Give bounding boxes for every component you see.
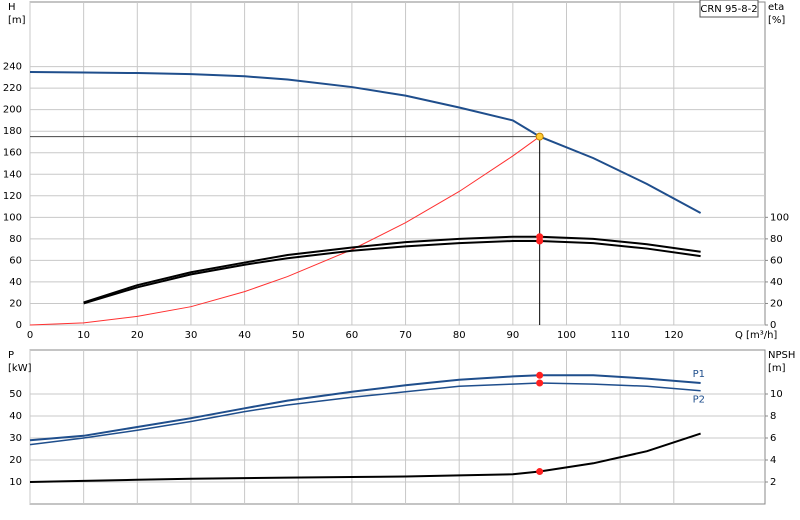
x-tick-label: 100 [557,330,576,341]
series-line [83,240,701,305]
y2-tick-label: 20 [770,298,783,309]
y2-tick-label: 0 [770,320,776,331]
x-tick-label: 0 [27,330,33,341]
y-tick-label: 160 [3,148,22,159]
legend-title: CRN 95-8-2 [700,4,757,15]
y-axis-label: [kW] [8,363,32,374]
y2-tick-label: 60 [770,255,783,266]
y2-tick-label: 80 [770,234,783,245]
y2-axis-label: eta [768,2,784,13]
x-tick-label: 110 [611,330,630,341]
y-tick-label: 240 [3,62,22,73]
y-tick-label: 50 [9,389,22,400]
series-label: P1 [693,369,705,380]
y-tick-label: 80 [9,234,22,245]
y-tick-label: 60 [9,255,22,266]
series-line [29,432,701,483]
x-tick-label: 20 [131,330,144,341]
y2-axis-label: [m] [768,363,786,374]
y-tick-label: 200 [3,105,22,116]
y-tick-label: 40 [9,277,22,288]
x-tick-label: 10 [77,330,90,341]
duty-point [536,371,544,379]
y2-tick-label: 100 [770,212,789,223]
y-tick-label: 220 [3,83,22,94]
y-tick-label: 10 [9,477,22,488]
y2-tick-label: 10 [770,389,783,400]
y2-tick-label: 8 [770,411,776,422]
y-tick-label: 30 [9,433,22,444]
plot-area [29,1,766,326]
duty-point [536,237,544,245]
series-line [29,374,701,442]
y-tick-label: 20 [9,298,22,309]
duty-point [536,468,544,476]
x-tick-label: 50 [292,330,305,341]
legend-box [699,0,759,18]
x-tick-label: 30 [185,330,198,341]
y-tick-label: 120 [3,191,22,202]
x-tick-label: 90 [506,330,519,341]
series-line [29,382,701,446]
y2-axis-label: NPSH [768,350,795,361]
y2-tick-label: 6 [770,433,776,444]
x-tick-label: 70 [399,330,412,341]
series-line [83,235,701,304]
duty-point [536,379,544,387]
y-tick-label: 0 [16,320,22,331]
y-tick-label: 20 [9,455,22,466]
y-tick-label: 180 [3,126,22,137]
y2-tick-label: 4 [770,455,776,466]
x-tick-label: 40 [238,330,251,341]
series-line [29,70,702,214]
y-axis-label: [m] [8,15,26,26]
y2-axis-label: [%] [768,15,785,26]
duty-point [535,132,544,141]
x-tick-label: 80 [453,330,466,341]
y-tick-label: 40 [9,411,22,422]
x-tick-label: 60 [346,330,359,341]
series-line [29,136,540,326]
y-tick-label: 140 [3,169,22,180]
y-tick-label: 100 [3,212,22,223]
series-label: P2 [693,395,705,406]
y2-tick-label: 40 [770,277,783,288]
x-axis-label: Q [m³/h] [735,330,777,341]
y-axis-label: P [8,350,14,361]
y2-tick-label: 2 [770,477,776,488]
x-tick-label: 120 [664,330,683,341]
y-axis-label: H [8,2,16,13]
